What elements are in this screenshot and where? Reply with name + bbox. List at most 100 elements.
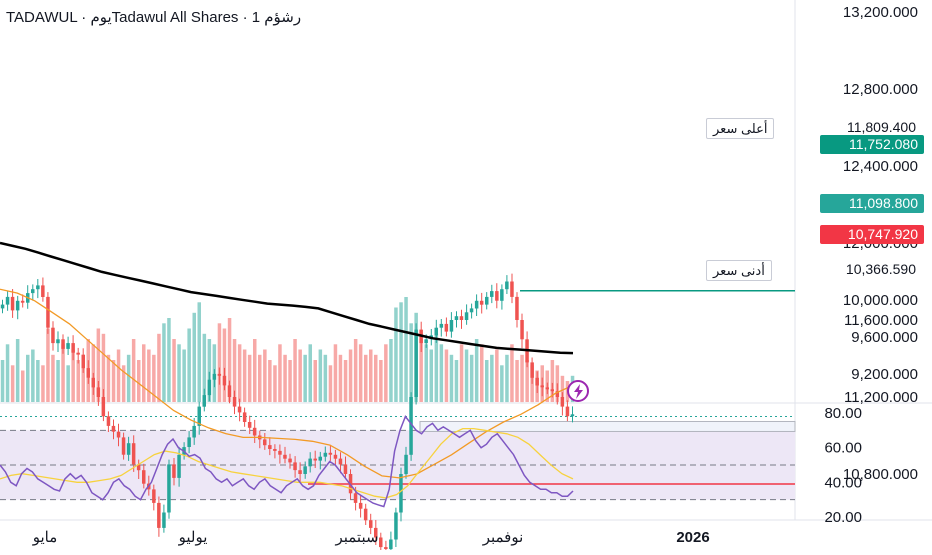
volume-bar	[389, 339, 393, 402]
candle-body	[142, 470, 146, 484]
volume-bar	[222, 328, 227, 402]
volume-bar	[76, 360, 80, 402]
volume-bar	[131, 339, 136, 402]
candle-body	[379, 537, 383, 548]
candle-body	[469, 308, 474, 313]
candle-body	[96, 387, 101, 397]
candle-body	[5, 296, 10, 305]
candle-body	[15, 300, 20, 311]
volume-bar	[41, 365, 45, 403]
volume-bar	[81, 354, 85, 403]
candle-body	[535, 377, 539, 386]
green-level-badge: 11,752.080	[820, 135, 924, 154]
volume-bar	[237, 344, 242, 403]
candle-body	[303, 466, 307, 474]
candle-body	[51, 327, 55, 344]
candle-body	[177, 454, 181, 478]
volume-bar	[464, 349, 469, 402]
volume-bar	[333, 344, 338, 403]
volume-bar	[409, 323, 413, 403]
volume-bar	[338, 354, 343, 403]
candle-body	[157, 502, 161, 528]
volume-bar	[404, 297, 408, 402]
volume-bar	[525, 360, 529, 402]
candle-body	[106, 416, 111, 426]
candle-body	[247, 422, 252, 428]
candle-body	[530, 362, 534, 378]
candle-body	[474, 300, 479, 309]
volume-bar	[288, 360, 292, 402]
volume-bar	[278, 344, 282, 403]
candle-body	[298, 470, 302, 474]
candle-body	[505, 281, 509, 290]
candle-body	[293, 462, 297, 471]
volume-bar	[121, 365, 126, 403]
candle-body	[202, 395, 206, 407]
volume-bar	[36, 360, 40, 402]
candle-body	[36, 285, 40, 290]
volume-bar	[505, 354, 509, 403]
candle-body	[490, 291, 494, 297]
candle-body	[424, 339, 428, 344]
rsi-line	[0, 415, 574, 508]
volume-bar	[500, 365, 504, 403]
rsi-tick-label: 20.00	[824, 509, 862, 526]
volume-bar	[273, 365, 277, 403]
volume-bar	[152, 354, 156, 403]
volume-bar	[343, 360, 348, 402]
candle-body	[384, 547, 388, 549]
candle-body	[126, 443, 131, 455]
volume-bar	[177, 344, 181, 403]
candle-body	[313, 458, 317, 461]
candle-body	[121, 437, 126, 455]
candle-body	[500, 289, 504, 301]
candle-body	[394, 512, 398, 540]
candle-body	[404, 454, 408, 475]
volume-bar	[328, 365, 333, 403]
candle-body	[464, 312, 469, 320]
volume-bar	[560, 375, 565, 403]
candle-body	[540, 385, 544, 388]
volume-bar	[454, 360, 459, 402]
volume-bar	[142, 344, 146, 403]
volume-bar	[379, 360, 383, 402]
candle-body	[570, 414, 575, 417]
volume-bar	[434, 333, 439, 403]
candle-body	[152, 489, 156, 503]
candle-body	[76, 352, 80, 355]
volume-bar	[374, 354, 378, 403]
candle-body	[187, 437, 191, 447]
rsi-tick-label: 60.00	[824, 440, 862, 457]
rsi-tick-label: 40.00	[824, 474, 862, 491]
volume-bar	[424, 344, 428, 403]
candle-body	[212, 373, 217, 380]
candle-body	[197, 406, 201, 426]
volume-bar	[182, 349, 186, 402]
volume-bar	[157, 333, 161, 403]
volume-bar	[258, 354, 262, 403]
candle-body	[268, 445, 272, 449]
candle-body	[333, 454, 338, 459]
candle-body	[71, 343, 75, 353]
volume-bar	[167, 318, 171, 402]
volume-bar	[474, 339, 479, 402]
volume-bar	[384, 344, 388, 403]
volume-bar	[369, 349, 373, 402]
volume-bar	[520, 354, 524, 403]
candle-body	[328, 452, 333, 455]
candle-body	[459, 316, 464, 320]
volume-bar	[469, 354, 474, 403]
volume-bar	[31, 349, 35, 402]
candle-body	[273, 449, 277, 451]
volume-bar	[353, 339, 358, 402]
volume-bar	[162, 323, 166, 403]
candle-body	[101, 397, 106, 417]
volume-bar	[298, 349, 302, 402]
volume-bar	[15, 339, 20, 402]
candle-body	[454, 316, 459, 320]
volume-bar	[187, 328, 191, 402]
rsi-ma-line	[0, 427, 574, 499]
candle-body	[81, 354, 85, 369]
